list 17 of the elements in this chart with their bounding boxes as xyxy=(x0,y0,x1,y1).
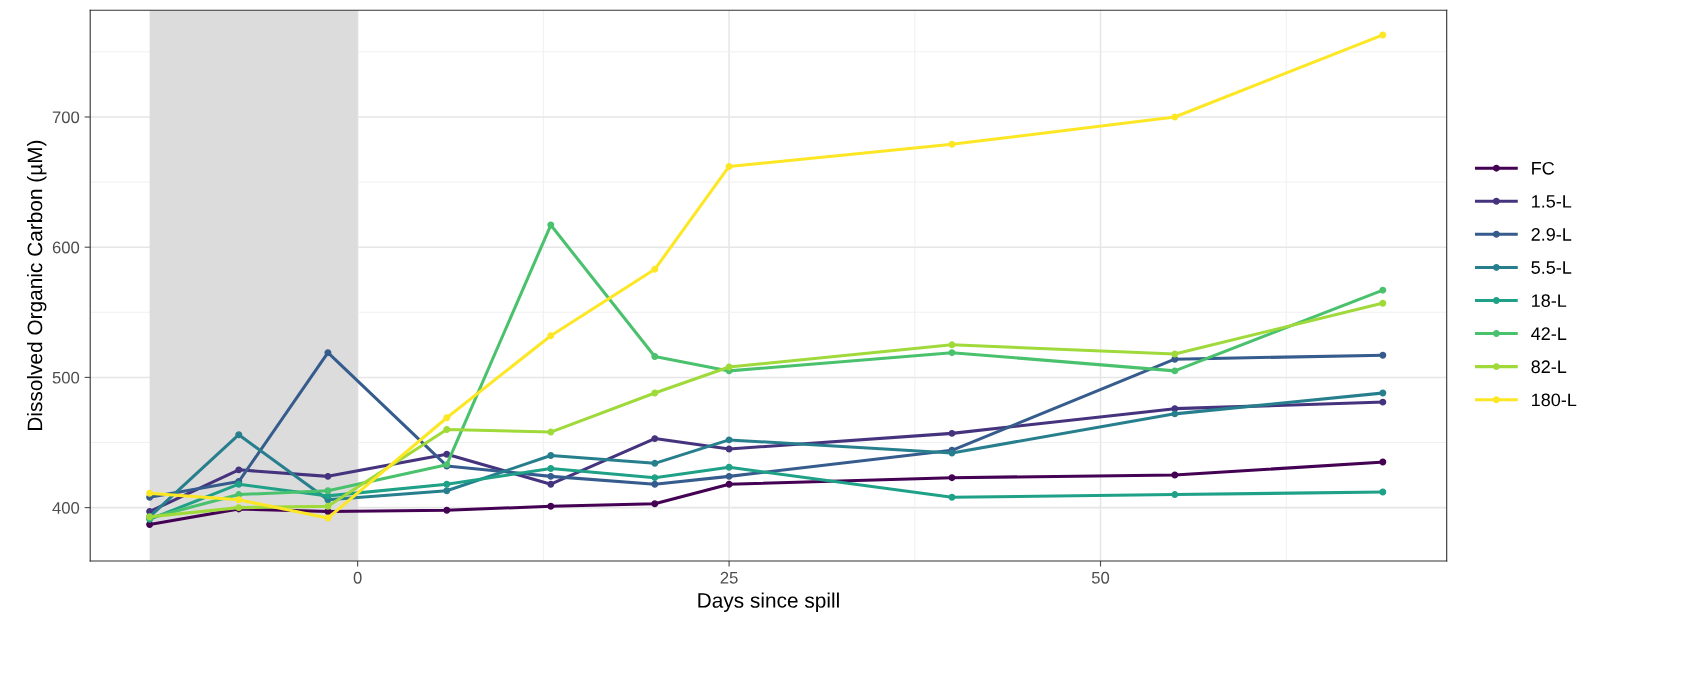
y-tick-label: 500 xyxy=(52,371,80,384)
legend-label: 1.5-L xyxy=(1532,195,1572,208)
legend-label: 42-L xyxy=(1531,327,1567,340)
legend-label: 2.9-L xyxy=(1531,228,1572,241)
legend-label: FC xyxy=(1532,161,1555,175)
y-tick-label: 700 xyxy=(52,111,80,124)
y-tick-label: 400 xyxy=(52,502,80,514)
y-axis-title: Dissolved Organic Carbon (µM) xyxy=(27,140,47,430)
x-tick-label: 0 xyxy=(353,571,362,584)
x-tick-label: 25 xyxy=(720,571,738,584)
legend-label: 5.5-L xyxy=(1531,261,1572,274)
x-tick-label: 50 xyxy=(1091,571,1110,584)
x-axis-title: Days since spill xyxy=(698,592,839,612)
legend-label: 82-L xyxy=(1531,360,1567,374)
legend-label: 180-L xyxy=(1532,393,1577,407)
legend-label: 18-L xyxy=(1532,294,1567,307)
y-tick-label: 600 xyxy=(52,241,80,254)
